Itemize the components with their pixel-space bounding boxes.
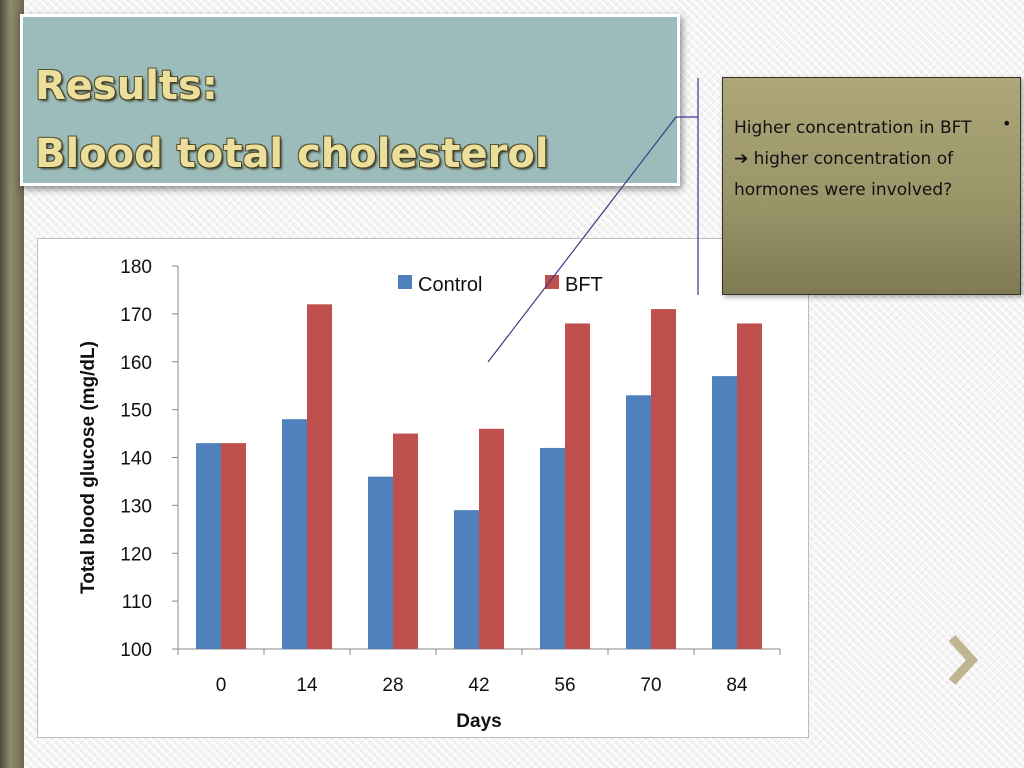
callout-text: Higher concentration in BFT ➔ higher con… bbox=[734, 118, 972, 200]
chart-bars bbox=[196, 304, 762, 649]
x-tick-label: 0 bbox=[216, 675, 227, 696]
slide-title-line-1: Results: bbox=[35, 63, 218, 109]
y-tick-label: 120 bbox=[120, 544, 152, 565]
slide-title-line-2: Blood total cholesterol bbox=[35, 131, 549, 177]
title-banner: Results: Blood total cholesterol bbox=[20, 14, 680, 186]
callout-bullet: • bbox=[1002, 114, 1012, 133]
y-axis-title: Total blood glucose (mg/dL) bbox=[78, 341, 99, 594]
bar-control-day-14 bbox=[282, 419, 307, 649]
y-tick-label: 150 bbox=[120, 401, 152, 422]
bar-control-day-0 bbox=[196, 443, 221, 649]
x-tick-label: 14 bbox=[296, 675, 318, 696]
x-axis-title: Days bbox=[456, 711, 501, 732]
bar-bft-day-70 bbox=[651, 309, 676, 649]
y-tick-label: 110 bbox=[122, 592, 152, 613]
x-tick-label: 42 bbox=[468, 675, 489, 696]
chart-axes: 100 110 120 130 140 150 160 170 180 0 14 28 42 56 70 84… bbox=[78, 257, 781, 732]
x-tick-label: 84 bbox=[726, 675, 748, 696]
y-tick-label: 140 bbox=[120, 449, 152, 470]
bar-bft-day-56 bbox=[565, 323, 590, 649]
bar-chart: 100 110 120 130 140 150 160 170 180 0 14 28 42 56 70 84… bbox=[37, 238, 809, 738]
x-tick-label: 70 bbox=[640, 675, 661, 696]
legend-label-control: Control bbox=[418, 274, 482, 296]
bar-bft-day-0 bbox=[221, 443, 246, 649]
y-tick-label: 180 bbox=[120, 257, 152, 278]
bar-control-day-56 bbox=[540, 447, 565, 649]
bar-control-day-70 bbox=[626, 395, 651, 649]
legend-swatch-bft bbox=[545, 275, 559, 289]
legend-label-bft: BFT bbox=[565, 274, 603, 296]
x-tick-label: 56 bbox=[554, 675, 575, 696]
chevron-right-icon[interactable] bbox=[944, 630, 980, 690]
bar-control-day-42 bbox=[454, 510, 479, 649]
y-tick-label: 170 bbox=[120, 305, 152, 326]
y-tick-label: 130 bbox=[120, 496, 152, 517]
bar-control-day-28 bbox=[368, 476, 393, 649]
chart-canvas: 100 110 120 130 140 150 160 170 180 0 14 28 42 56 70 84… bbox=[78, 257, 781, 732]
y-tick-label: 160 bbox=[120, 353, 152, 374]
bar-bft-day-14 bbox=[307, 304, 332, 649]
bar-control-day-84 bbox=[712, 376, 737, 649]
bar-bft-day-28 bbox=[393, 433, 418, 649]
callout-box: Higher concentration in BFT ➔ higher con… bbox=[722, 77, 1021, 295]
x-tick-label: 28 bbox=[382, 675, 403, 696]
bar-bft-day-84 bbox=[737, 323, 762, 649]
y-tick-label: 100 bbox=[120, 640, 152, 661]
bar-bft-day-42 bbox=[479, 428, 504, 649]
chart-legend: Control BFT bbox=[398, 274, 603, 296]
legend-swatch-control bbox=[398, 275, 412, 289]
